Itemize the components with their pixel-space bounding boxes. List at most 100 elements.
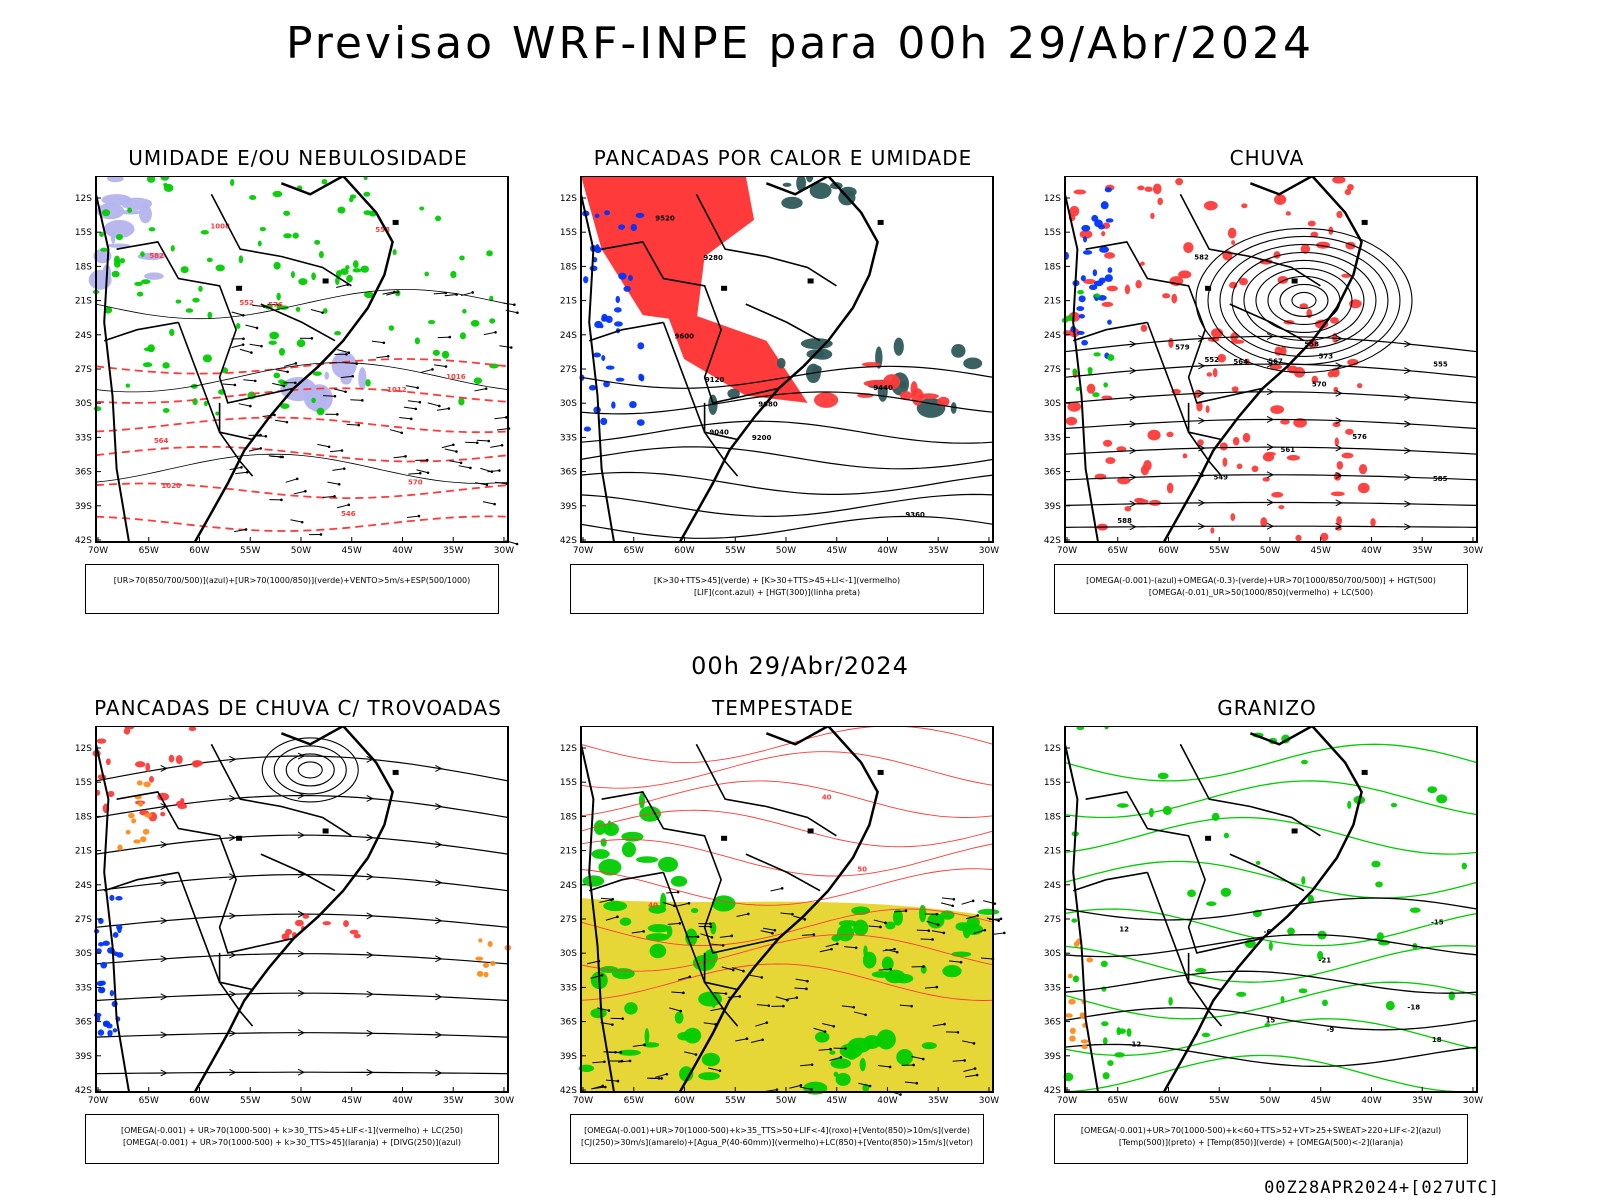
wind850-vector	[878, 1065, 891, 1068]
storm-orange-area	[144, 812, 153, 818]
instability-red-area	[863, 379, 891, 387]
wind-vector	[434, 364, 447, 368]
wind850-vector-head	[760, 976, 764, 979]
lon-tick-label: 60W	[1158, 546, 1178, 556]
wind-vector	[416, 469, 429, 474]
wind850-green-area	[942, 965, 962, 978]
wind850-vector	[721, 966, 734, 971]
rain-red-area	[1197, 439, 1204, 446]
lon-tick-label: 35W	[443, 546, 463, 556]
lon-tick-label: 65W	[624, 546, 644, 556]
wind850-vector	[597, 1007, 610, 1012]
humidity-green-contour	[146, 176, 156, 183]
humidity-green-contour	[140, 251, 145, 257]
lon-tick-label: 70W	[1057, 1096, 1077, 1106]
wind850-green-area	[847, 1037, 872, 1053]
temp850-green-contour	[1168, 996, 1173, 1006]
humidity-green-contour	[140, 279, 151, 285]
contour-label: 552	[239, 299, 254, 307]
wind850-vector-head	[868, 1084, 872, 1088]
rain-red-area	[1205, 405, 1210, 414]
lake-marker	[392, 219, 399, 225]
hgt500-contour	[1064, 391, 1478, 404]
lat-tick-label: 30S	[560, 949, 577, 959]
temp850-green-contour	[1206, 901, 1217, 907]
hgt500-contour-arrow	[1404, 523, 1412, 531]
lif-blue-contour	[615, 295, 621, 304]
rain-red-area	[1101, 395, 1113, 400]
rain-blue-area	[1107, 319, 1112, 325]
humidity-green-contour	[230, 178, 235, 187]
lat-tick-label: 15S	[1044, 228, 1061, 238]
lc250-streamline-arrow	[229, 795, 237, 802]
contour-label: 558	[1304, 341, 1319, 349]
wind850-vector-head	[904, 909, 908, 913]
wind-vector-head	[264, 435, 268, 438]
humidity-green-contour	[470, 319, 480, 327]
wind850-vector	[671, 991, 684, 994]
hgt500-contour-arrow	[1129, 473, 1137, 481]
humidity-green-contour	[142, 362, 153, 368]
hgt500-contour-arrow	[1198, 389, 1206, 397]
wind-vector	[317, 443, 330, 448]
wind850-vector-head	[1002, 931, 1006, 935]
divergence-blue-area	[113, 951, 119, 957]
lc250-streamline-arrow	[297, 1068, 306, 1076]
wind-vector-head	[294, 381, 297, 385]
lon-tick-label: 35W	[1412, 546, 1432, 556]
lon-tick-label: 65W	[139, 546, 159, 556]
rain-red-area	[1212, 367, 1218, 378]
temp850-green-contour	[1409, 907, 1421, 913]
hgt500-contour-arrow	[1404, 500, 1412, 508]
lake-marker	[1291, 278, 1298, 284]
lif-blue-contour	[603, 380, 610, 388]
legend-line: [UR>70(850/700/500)](azul)+[UR>70(1000/8…	[113, 576, 471, 585]
political-border	[116, 241, 294, 404]
storm-orange-area	[143, 781, 151, 788]
wind850-vector	[941, 897, 954, 900]
wind850-vector-head	[922, 965, 925, 968]
storm-red-area	[97, 774, 107, 780]
hgt500-contour	[1064, 418, 1478, 430]
wind850-green-area	[881, 956, 894, 971]
lc250-streamline-arrow	[297, 989, 306, 997]
rain-red-area	[1101, 230, 1106, 237]
wind-vector	[245, 324, 258, 329]
wind850-vector-head	[657, 1077, 661, 1080]
humidity-green-contour	[272, 190, 283, 198]
political-border	[695, 193, 837, 287]
wind850-vector	[818, 1048, 831, 1051]
lat-tick-label: 42S	[75, 536, 92, 546]
rain-red-area	[1336, 210, 1343, 219]
political-border	[1179, 743, 1321, 837]
omega-orange-area	[1073, 941, 1080, 947]
political-border	[1179, 193, 1321, 287]
wind-vector	[350, 399, 363, 401]
wind-vector	[444, 448, 457, 453]
rain-red-area	[1067, 401, 1082, 412]
lon-tick-label: 35W	[443, 1096, 463, 1106]
lif-blue-contour	[583, 276, 589, 284]
wind850-vector-head	[810, 1088, 813, 1091]
coastline	[1162, 176, 1363, 543]
contour-label: 1020	[161, 482, 181, 490]
wind850-green-area	[977, 908, 1000, 916]
wind850-vector-head	[710, 935, 714, 939]
rain-blue-area	[1078, 313, 1085, 319]
rain-red-area	[1230, 513, 1236, 522]
wind850-vector	[727, 995, 740, 998]
wind-vector	[322, 495, 335, 498]
lake-marker	[1361, 219, 1368, 225]
wind-vector-head	[509, 346, 513, 349]
lat-tick-label: 24S	[1044, 881, 1061, 891]
rain-red-area	[1116, 446, 1127, 452]
wind-vector-head	[431, 368, 434, 371]
temp850-green-contour	[1321, 999, 1328, 1007]
rain-red-area	[1073, 189, 1087, 195]
humidity-green-contour	[388, 325, 395, 331]
lc250-streamline	[95, 1071, 509, 1075]
humidity-green-contour	[363, 176, 368, 181]
wind-vector	[449, 460, 462, 464]
wind850-vector-head	[893, 947, 896, 951]
instability-teal-area	[811, 365, 822, 374]
